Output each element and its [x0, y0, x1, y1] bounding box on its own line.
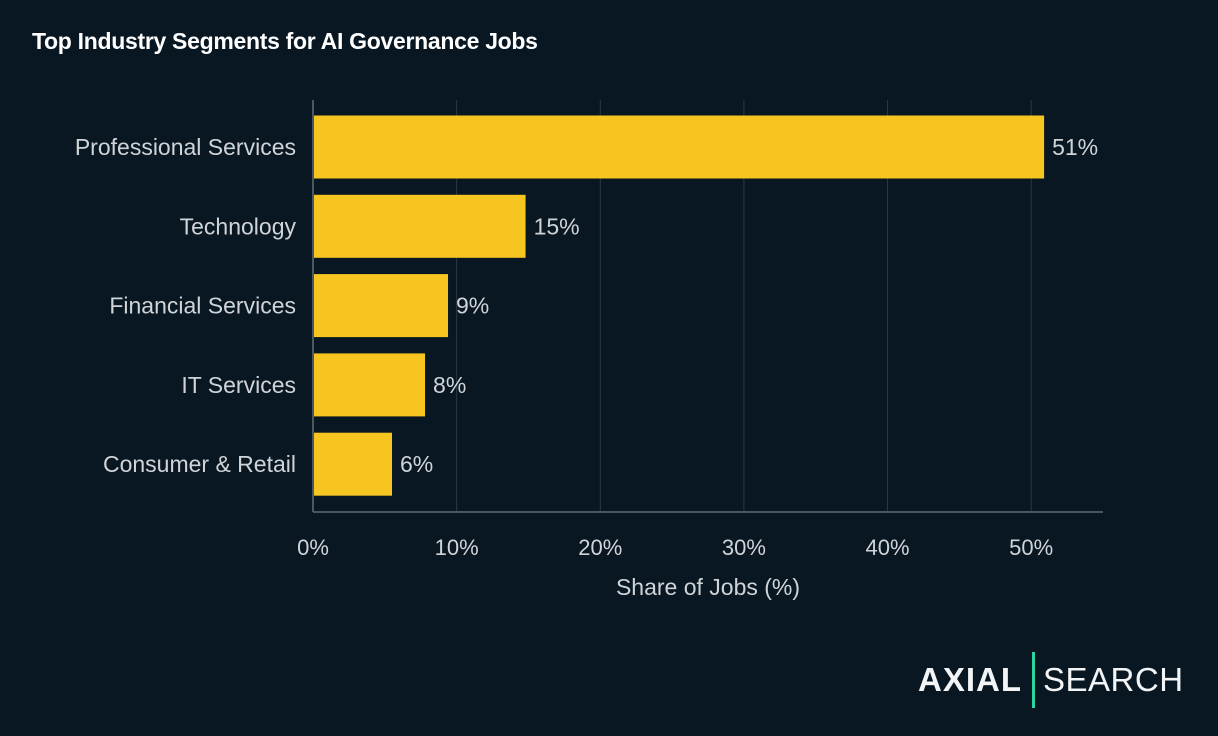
- bar: [313, 194, 526, 258]
- data-label: 6%: [400, 451, 433, 477]
- category-label: Consumer & Retail: [103, 451, 296, 477]
- category-label: Professional Services: [75, 134, 296, 160]
- x-tick-label: 0%: [297, 535, 329, 560]
- x-tick-label: 10%: [435, 535, 479, 560]
- axial-search-logo: AXIAL SEARCH: [918, 652, 1184, 708]
- x-tick-label: 50%: [1009, 535, 1053, 560]
- chart-title: Top Industry Segments for AI Governance …: [32, 28, 538, 54]
- bar: [313, 274, 449, 338]
- data-label: 8%: [433, 372, 466, 398]
- bar: [313, 353, 426, 417]
- category-label: Technology: [180, 213, 297, 239]
- category-label: Financial Services: [109, 293, 296, 319]
- logo-axial-text: AXIAL: [918, 661, 1022, 698]
- x-tick-label: 20%: [578, 535, 622, 560]
- logo-search-text: SEARCH: [1043, 661, 1184, 698]
- data-label: 51%: [1052, 134, 1098, 160]
- logo-divider: [1032, 652, 1035, 708]
- data-label: 15%: [534, 213, 580, 239]
- bar: [313, 432, 392, 496]
- x-axis-title: Share of Jobs (%): [616, 574, 800, 600]
- bar: [313, 115, 1045, 179]
- x-tick-label: 30%: [722, 535, 766, 560]
- data-label: 9%: [456, 293, 489, 319]
- x-tick-label: 40%: [866, 535, 910, 560]
- category-label: IT Services: [181, 372, 296, 398]
